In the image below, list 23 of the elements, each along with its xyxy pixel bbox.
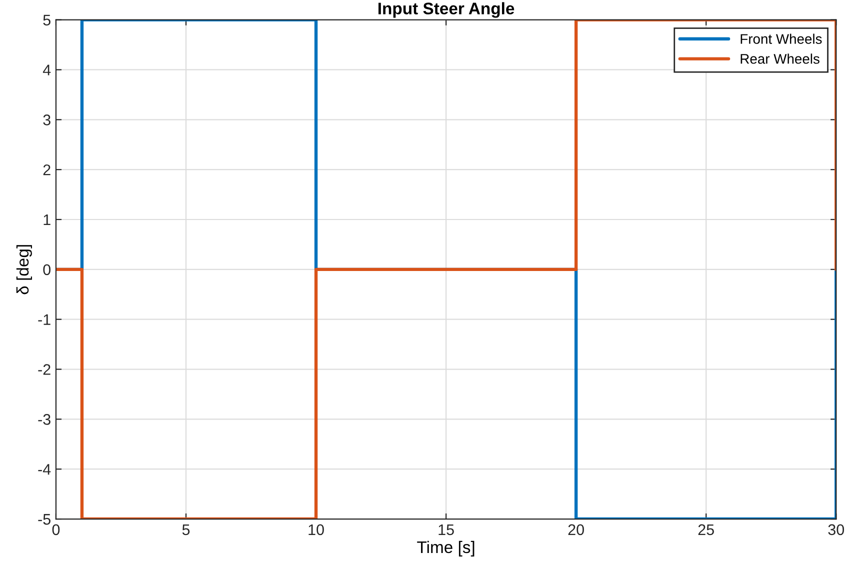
legend-label: Front Wheels — [740, 34, 822, 44]
y-tick-label: 0 — [43, 264, 51, 276]
x-tick-label: 20 — [568, 524, 584, 536]
y-tick-label: 3 — [43, 114, 50, 126]
y-tick-label: -5 — [38, 514, 50, 525]
x-tick-label: 10 — [308, 524, 324, 536]
x-tick-label: 0 — [52, 524, 60, 536]
x-tick-label: 15 — [438, 524, 454, 536]
y-tick-label: 5 — [43, 14, 50, 26]
chart-title: Input Steer Angle — [378, 2, 514, 18]
y-tick-label: 2 — [43, 164, 50, 176]
y-tick-label: -4 — [38, 464, 51, 475]
y-axis-title: δ [deg] — [16, 245, 32, 294]
x-tick-label: 5 — [182, 524, 190, 536]
y-tick-label: 4 — [42, 64, 51, 76]
x-axis-title: Time [s] — [417, 540, 474, 556]
legend-label: Rear Wheels — [740, 54, 820, 64]
x-tick-label: 30 — [828, 524, 844, 536]
y-tick-label: -1 — [38, 314, 50, 325]
y-tick-label: -3 — [38, 414, 50, 425]
x-tick-label: 25 — [698, 524, 714, 536]
y-tick-label: -2 — [38, 364, 50, 375]
y-tick-label: 1 — [44, 214, 50, 226]
